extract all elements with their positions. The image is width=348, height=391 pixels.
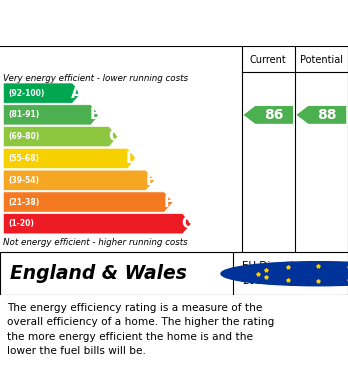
Polygon shape [3, 148, 136, 169]
Text: Energy Efficiency Rating: Energy Efficiency Rating [14, 15, 254, 33]
Polygon shape [3, 83, 81, 103]
Text: (55-68): (55-68) [9, 154, 40, 163]
Polygon shape [3, 105, 100, 125]
Text: (1-20): (1-20) [9, 219, 34, 228]
Text: G: G [181, 216, 193, 231]
Text: D: D [126, 151, 139, 166]
Circle shape [221, 262, 348, 286]
Polygon shape [244, 106, 293, 124]
Text: England & Wales: England & Wales [10, 264, 187, 283]
Text: EU Directive: EU Directive [242, 261, 306, 271]
Polygon shape [3, 214, 191, 234]
Text: Not energy efficient - higher running costs: Not energy efficient - higher running co… [3, 239, 188, 248]
Polygon shape [3, 192, 173, 212]
Text: The energy efficiency rating is a measure of the
overall efficiency of a home. T: The energy efficiency rating is a measur… [7, 303, 274, 356]
Text: (39-54): (39-54) [9, 176, 40, 185]
Text: Very energy efficient - lower running costs: Very energy efficient - lower running co… [3, 74, 189, 83]
Text: 88: 88 [317, 108, 337, 122]
Text: (81-91): (81-91) [9, 110, 40, 119]
Text: (92-100): (92-100) [9, 89, 45, 98]
Polygon shape [3, 127, 118, 147]
Text: (69-80): (69-80) [9, 132, 40, 141]
Text: A: A [71, 86, 83, 100]
Text: C: C [108, 129, 119, 144]
Text: F: F [164, 194, 174, 210]
Text: (21-38): (21-38) [9, 197, 40, 206]
Text: B: B [89, 108, 101, 122]
Polygon shape [3, 170, 155, 190]
Text: E: E [145, 173, 156, 188]
Text: 86: 86 [264, 108, 284, 122]
Text: 2002/91/EC: 2002/91/EC [242, 276, 302, 287]
Polygon shape [296, 106, 346, 124]
Text: Current: Current [250, 54, 287, 65]
Text: Potential: Potential [300, 54, 343, 65]
